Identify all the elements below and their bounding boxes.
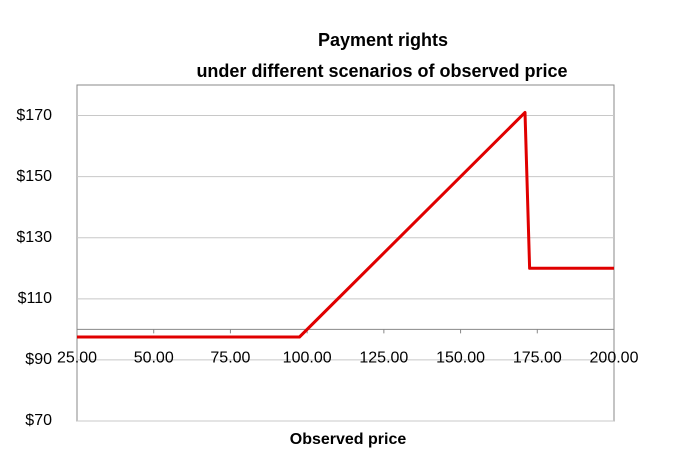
chart-subtitle: under different scenarios of observed pr… — [196, 61, 567, 81]
x-tick-label: 100.00 — [283, 350, 332, 367]
y-tick-label: $110 — [18, 290, 53, 307]
x-tick-label: 75.00 — [210, 350, 250, 367]
y-tick-label: $150 — [16, 168, 52, 185]
y-tick-label: $130 — [16, 229, 52, 246]
data-line — [77, 110, 614, 339]
x-tick-label: 150.00 — [436, 350, 485, 367]
x-tick-label: 50.00 — [134, 350, 174, 367]
x-tick-label: 200.00 — [590, 350, 639, 367]
chart-title: Payment rights — [318, 30, 448, 50]
y-tick-label: $170 — [16, 107, 52, 124]
x-tick-label: 175.00 — [513, 350, 562, 367]
plot-area — [76, 84, 615, 422]
x-tick-label: 25.00 — [57, 350, 97, 367]
y-tick-label: $90 — [25, 351, 52, 368]
y-tick-label: $70 — [25, 412, 52, 429]
x-tick-label: 125.00 — [359, 350, 408, 367]
x-axis-title: Observed price — [290, 431, 407, 448]
